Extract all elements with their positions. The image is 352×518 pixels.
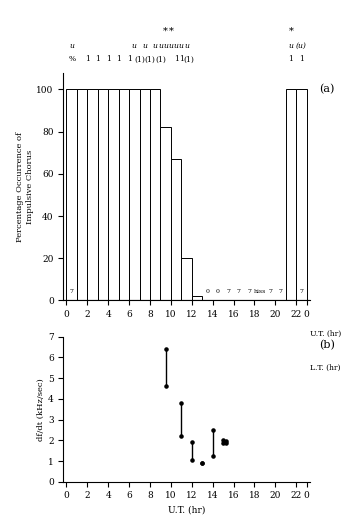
FancyBboxPatch shape	[140, 90, 150, 300]
Text: u: u	[163, 42, 168, 50]
FancyBboxPatch shape	[129, 90, 140, 300]
Text: 05:54: 05:54	[106, 339, 111, 357]
Text: u: u	[174, 42, 178, 50]
Text: 7: 7	[247, 289, 251, 294]
Text: 15:78: 15:78	[210, 339, 215, 357]
Text: 0: 0	[206, 289, 209, 294]
Text: 19:54: 19:54	[252, 339, 257, 357]
Text: (1): (1)	[183, 55, 194, 63]
Text: u: u	[142, 42, 147, 50]
FancyBboxPatch shape	[87, 90, 98, 300]
Text: 11.96: 11.96	[168, 339, 174, 357]
FancyBboxPatch shape	[67, 90, 77, 300]
Text: (a): (a)	[320, 84, 335, 94]
Text: *: *	[169, 27, 173, 36]
Text: (1): (1)	[145, 55, 156, 63]
Y-axis label: Percentage Occurrence of
Impulsive Chorus: Percentage Occurrence of Impulsive Choru…	[17, 132, 33, 241]
Text: u: u	[153, 42, 158, 50]
Text: 7: 7	[226, 289, 230, 294]
Text: 03:34: 03:34	[85, 339, 90, 357]
Text: 1: 1	[95, 55, 100, 63]
Text: (b): (b)	[320, 340, 335, 350]
Text: 1: 1	[85, 55, 90, 63]
FancyBboxPatch shape	[150, 90, 161, 300]
Text: 09:93: 09:93	[147, 339, 152, 357]
X-axis label: U.T. (hr): U.T. (hr)	[168, 506, 205, 515]
Text: 1: 1	[116, 55, 121, 63]
Text: u: u	[184, 42, 189, 50]
Text: u: u	[169, 42, 173, 50]
Y-axis label: df/dt (kHz/sec): df/dt (kHz/sec)	[37, 378, 45, 441]
Text: 21:42: 21:42	[273, 339, 278, 357]
Text: 1: 1	[174, 55, 178, 63]
Text: (1): (1)	[155, 55, 166, 63]
FancyBboxPatch shape	[192, 296, 202, 300]
FancyBboxPatch shape	[108, 90, 119, 300]
Text: 7: 7	[268, 289, 272, 294]
Text: u: u	[158, 42, 163, 50]
Text: 1: 1	[127, 55, 132, 63]
FancyBboxPatch shape	[296, 90, 307, 300]
Text: 1: 1	[179, 55, 184, 63]
Text: L.T. (hr): L.T. (hr)	[310, 364, 340, 372]
Text: 1: 1	[106, 55, 111, 63]
Text: 1: 1	[289, 55, 294, 63]
FancyBboxPatch shape	[171, 159, 181, 300]
Text: (1): (1)	[134, 55, 145, 63]
Text: (u): (u)	[296, 42, 307, 50]
FancyBboxPatch shape	[286, 90, 296, 300]
Text: %: %	[68, 55, 75, 63]
Text: u: u	[132, 42, 137, 50]
Text: 17:66: 17:66	[231, 339, 236, 357]
Text: 7: 7	[300, 289, 303, 294]
Text: *: *	[163, 27, 168, 36]
Text: U.T. (hr): U.T. (hr)	[310, 330, 341, 338]
Text: 0: 0	[216, 289, 220, 294]
Text: *: *	[289, 27, 294, 36]
Text: 13:89: 13:89	[189, 339, 194, 357]
FancyBboxPatch shape	[181, 258, 192, 300]
Text: u: u	[179, 42, 184, 50]
Text: 07:77: 07:77	[127, 339, 132, 357]
Text: 1: 1	[299, 55, 304, 63]
Text: 7: 7	[237, 289, 241, 294]
FancyBboxPatch shape	[161, 127, 171, 300]
FancyBboxPatch shape	[98, 90, 108, 300]
Text: hiss: hiss	[253, 289, 266, 294]
FancyBboxPatch shape	[119, 90, 129, 300]
Text: 7: 7	[278, 289, 283, 294]
Text: 23:33: 23:33	[294, 339, 299, 357]
Text: 7: 7	[70, 289, 74, 294]
Text: u: u	[69, 42, 74, 50]
Text: 01:26: 01:26	[64, 339, 69, 357]
Text: u: u	[289, 42, 294, 50]
FancyBboxPatch shape	[77, 90, 87, 300]
